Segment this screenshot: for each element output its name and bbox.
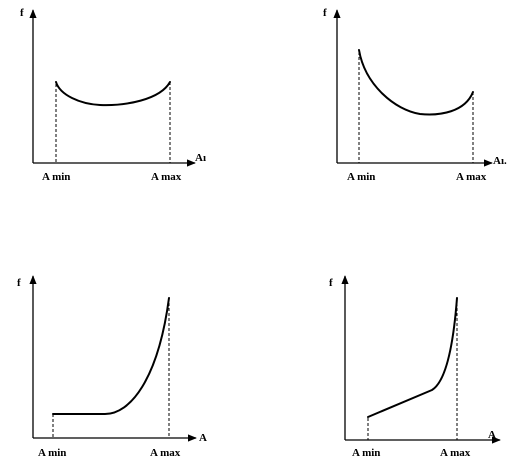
panel-3-y-label: f bbox=[17, 277, 21, 289]
panel-1-x-label: Aı bbox=[195, 152, 206, 164]
panel-2-curve bbox=[358, 49, 474, 116]
panel-3-min-label: A min bbox=[38, 447, 66, 459]
panel-4-x-label: A bbox=[488, 429, 496, 441]
panel-4-curve bbox=[367, 297, 458, 418]
panel-2-max-label: A max bbox=[456, 171, 487, 183]
panel-1-y-label: f bbox=[20, 7, 24, 19]
panel-1-min-label: A min bbox=[42, 171, 70, 183]
panel-2-y-label: f bbox=[323, 7, 327, 19]
panel-1-max-label: A max bbox=[151, 171, 182, 183]
panel-1-curve bbox=[55, 81, 171, 107]
panel-4-max-label: A max bbox=[440, 447, 471, 459]
panel-4-y-label: f bbox=[329, 277, 333, 289]
panel-3-curve bbox=[52, 297, 170, 415]
panel-3: f A A min A max bbox=[17, 275, 207, 459]
panel-2: f Aı. A min A max bbox=[323, 7, 507, 183]
panel-2-x-label: Aı. bbox=[493, 155, 507, 167]
panel-4: f A A min A max bbox=[329, 275, 501, 459]
panel-3-max-label: A max bbox=[150, 447, 181, 459]
panel-1: f Aı A min A max bbox=[20, 7, 206, 183]
panel-4-min-label: A min bbox=[352, 447, 380, 459]
panel-3-x-label: A bbox=[199, 432, 207, 444]
panel-2-min-label: A min bbox=[347, 171, 375, 183]
